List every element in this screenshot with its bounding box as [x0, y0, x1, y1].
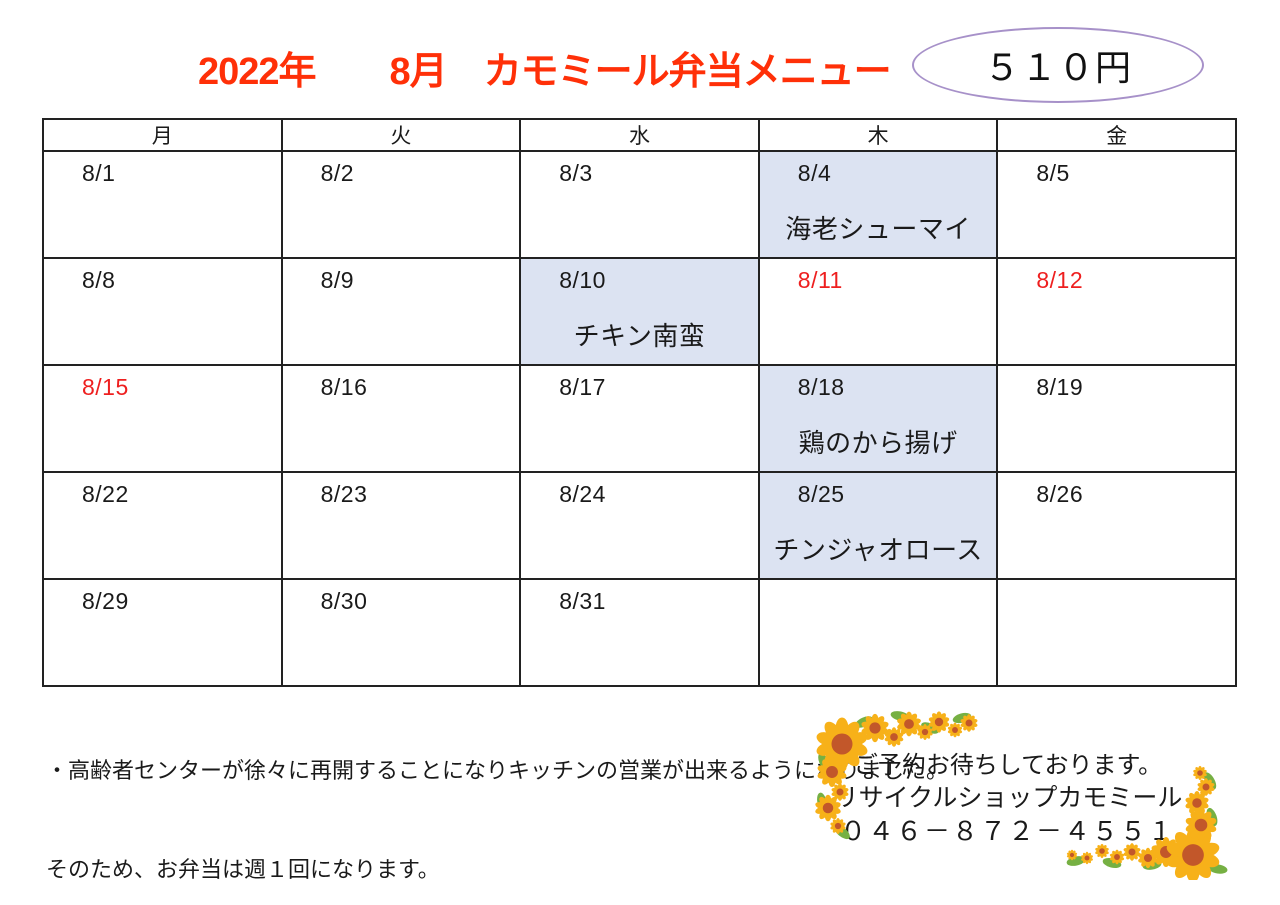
- calendar-cell: 8/17: [519, 364, 760, 473]
- notes-block: ・高齢者センターが徐々に再開することになりキッチンの営業が出来るようになりました…: [46, 688, 948, 905]
- weekday-header: 月: [42, 118, 283, 152]
- page-title: 2022年 8月 カモミール弁当メニュー: [198, 51, 892, 93]
- cell-date: 8/29: [82, 588, 129, 614]
- calendar-week-row: 8/15 8/16 8/17 8/18 鶏のから揚げ 8/19: [42, 364, 1237, 473]
- cell-date: 8/17: [559, 374, 606, 400]
- cell-menu: 鶏のから揚げ: [798, 428, 958, 458]
- calendar-cell: 8/19: [996, 364, 1237, 473]
- cell-date: 8/24: [559, 481, 606, 507]
- cell-date: 8/12: [1036, 267, 1084, 293]
- cell-date: 8/5: [1036, 160, 1070, 186]
- calendar-cell: [757, 578, 999, 687]
- calendar-cell: 8/30: [280, 578, 522, 687]
- calendar-table: 月火水木金 8/1 8/2 8/3 8/4 海老シューマイ 8/5 8/8 8/9 8/10 チキ…: [42, 118, 1237, 687]
- calendar-week-row: 8/1 8/2 8/3 8/4 海老シューマイ 8/5: [42, 150, 1237, 259]
- cell-menu: チンジャオロース: [773, 535, 983, 565]
- cell-date: 8/15: [82, 374, 129, 400]
- calendar-cell: 8/31: [519, 578, 760, 687]
- calendar-cell: 8/18 鶏のから揚げ: [757, 364, 999, 473]
- calendar-week-row: 8/29 8/30 8/31: [42, 578, 1237, 687]
- calendar-cell: [996, 578, 1237, 687]
- weekday-header: 木: [757, 118, 999, 152]
- calendar-cell: 8/22: [42, 471, 283, 580]
- cell-menu: チキン南蛮: [573, 321, 706, 351]
- cell-date: 8/9: [320, 267, 355, 293]
- cell-date: 8/4: [797, 160, 832, 186]
- cell-menu: 海老シューマイ: [785, 214, 971, 244]
- calendar-cell: 8/8: [42, 257, 283, 366]
- cell-date: 8/30: [320, 588, 368, 614]
- cell-date: 8/23: [320, 481, 368, 507]
- weekday-header: 水: [519, 118, 760, 152]
- calendar-cell: 8/3: [519, 150, 760, 259]
- price-badge: ５１０円: [912, 27, 1204, 103]
- cell-date: 8/31: [559, 588, 606, 614]
- calendar-cell: 8/10 チキン南蛮: [519, 257, 760, 366]
- phone-number: ０４６－８７２－４５５１: [839, 816, 1176, 846]
- calendar-cell: 8/4 海老シューマイ: [757, 150, 999, 259]
- price-text: ５１０円: [983, 47, 1132, 88]
- cell-date: 8/26: [1036, 481, 1084, 507]
- shop-name: リサイクルショップカモミール: [833, 784, 1183, 812]
- cell-date: 8/11: [797, 267, 843, 293]
- cell-date: 8/25: [797, 481, 845, 507]
- cell-date: 8/3: [559, 160, 593, 186]
- calendar-cell: 8/25 チンジャオロース: [757, 471, 999, 580]
- note-line-1: ・高齢者センターが徐々に再開することになりキッチンの営業が出来るようになりました…: [46, 758, 949, 783]
- calendar-cell: 8/29: [42, 578, 283, 687]
- cell-date: 8/10: [559, 267, 606, 293]
- cell-date: 8/1: [82, 160, 116, 186]
- reservation-message: ご予約お待ちしております。: [853, 752, 1163, 779]
- calendar-cell: 8/26: [996, 471, 1237, 580]
- contact-block: ご予約お待ちしております。 リサイクルショップカモミール ０４６－８７２－４５５…: [832, 750, 1184, 848]
- cell-date: 8/22: [82, 481, 129, 507]
- cell-date: 8/16: [320, 374, 368, 400]
- calendar-cell: 8/15: [42, 364, 283, 473]
- cell-date: 8/2: [320, 160, 355, 186]
- cell-date: 8/18: [797, 374, 845, 400]
- calendar-cell: 8/11: [757, 257, 999, 366]
- calendar-cell: 8/24: [519, 471, 760, 580]
- calendar-cell: 8/9: [280, 257, 522, 366]
- weekday-header: 金: [996, 118, 1237, 152]
- calendar-cell: 8/1: [42, 150, 283, 259]
- calendar-cell: 8/23: [280, 471, 522, 580]
- calendar-header: 月火水木金: [42, 118, 1237, 152]
- calendar-cell: 8/12: [996, 257, 1237, 366]
- note-line-2: そのため、お弁当は週１回になります。: [46, 857, 440, 882]
- calendar-body: 8/1 8/2 8/3 8/4 海老シューマイ 8/5 8/8 8/9 8/10 チキン南蛮 8/1…: [42, 150, 1237, 687]
- weekday-header: 火: [280, 118, 522, 152]
- calendar-week-row: 8/22 8/23 8/24 8/25 チンジャオロース 8/26: [42, 471, 1237, 580]
- calendar-cell: 8/2: [280, 150, 522, 259]
- calendar-week-row: 8/8 8/9 8/10 チキン南蛮 8/11 8/12: [42, 257, 1237, 366]
- calendar-cell: 8/16: [280, 364, 522, 473]
- cell-date: 8/8: [82, 267, 116, 293]
- cell-date: 8/19: [1036, 374, 1084, 400]
- weekday-row: 月火水木金: [42, 118, 1237, 152]
- calendar-cell: 8/5: [996, 150, 1237, 259]
